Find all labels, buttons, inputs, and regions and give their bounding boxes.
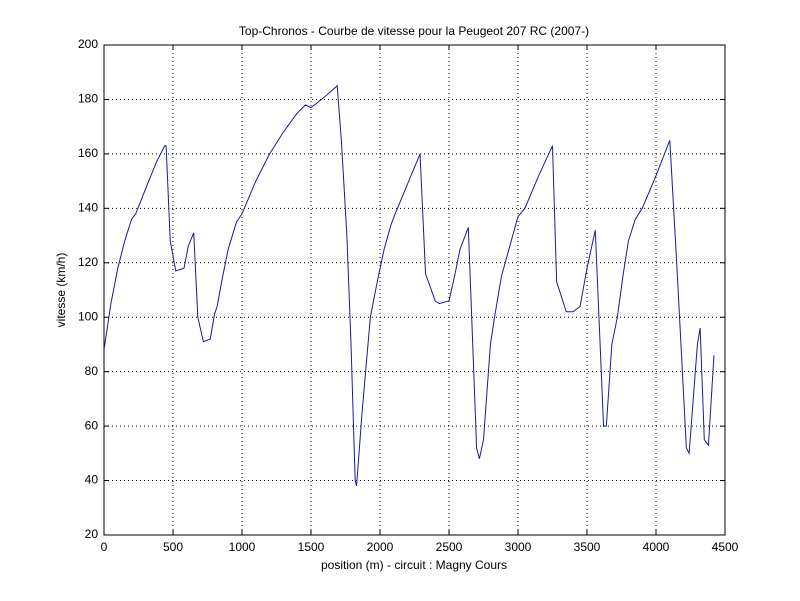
- x-tick-label: 1500: [298, 540, 325, 554]
- y-tick-label: 180: [78, 92, 98, 106]
- x-tick-label: 500: [163, 540, 183, 554]
- y-tick-label: 40: [85, 473, 99, 487]
- speed-line: [103, 84, 715, 487]
- x-tick-label: 4500: [712, 540, 739, 554]
- x-tick-label: 3000: [505, 540, 532, 554]
- x-tick-label: 2500: [436, 540, 463, 554]
- y-tick-label: 200: [78, 37, 98, 51]
- y-tick-label: 20: [85, 527, 99, 541]
- y-tick-label: 100: [78, 309, 98, 323]
- y-tick-label: 120: [78, 255, 98, 269]
- x-axis-label: position (m) - circuit : Magny Cours: [321, 558, 507, 572]
- x-tick-label: 0: [101, 540, 108, 554]
- y-axis-label: vitesse (km/h): [54, 253, 68, 328]
- x-tick-label: 1000: [229, 540, 256, 554]
- y-tick-label: 140: [78, 201, 98, 215]
- x-tick-label: 2000: [367, 540, 394, 554]
- plot-frame: [103, 44, 726, 536]
- y-tick-label: 160: [78, 146, 98, 160]
- y-tick-label: 60: [85, 418, 99, 432]
- x-tick-label: 4000: [643, 540, 670, 554]
- y-tick-label: 80: [85, 364, 99, 378]
- chart-title: Top-Chronos - Courbe de vitesse pour la …: [239, 24, 589, 38]
- x-tick-label: 3500: [574, 540, 601, 554]
